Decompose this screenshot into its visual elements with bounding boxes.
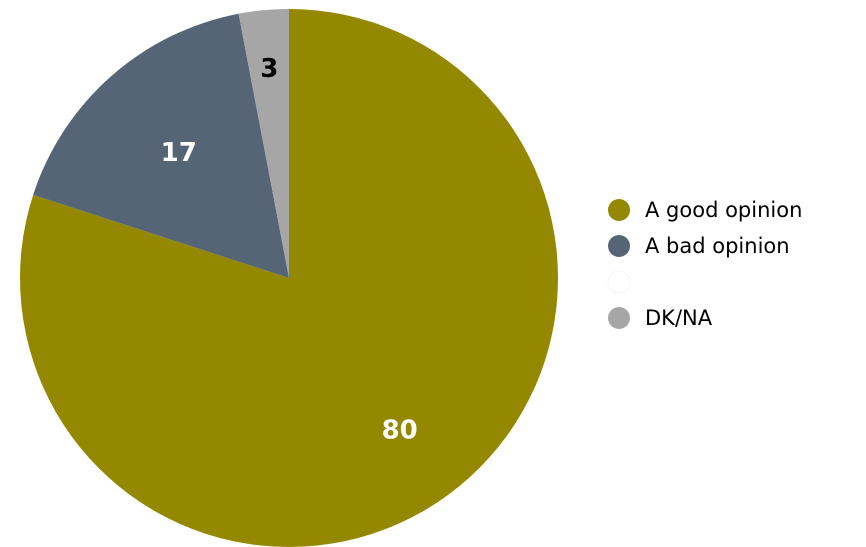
legend-item-a-bad-opinion: A bad opinion [608,234,790,258]
pie-slice-a-good-opinion [20,9,558,547]
legend-label-a-good-opinion: A good opinion [645,198,802,222]
legend-marker-blank [607,270,631,294]
pie-data-labels: 80 17 3 [161,54,418,445]
legend-marker-a-good-opinion [608,199,630,221]
legend-marker-a-bad-opinion [608,235,630,257]
data-label-a-good-opinion: 80 [382,415,418,445]
legend-item-dk-na: DK/NA [608,306,713,330]
pie-slice-a-bad-opinion [33,13,289,278]
pie-slice-dk-na [238,9,289,278]
legend-item-a-good-opinion: A good opinion [608,198,802,222]
legend-item-blank [607,270,631,294]
data-label-dk-na: 3 [260,54,278,84]
legend-label-dk-na: DK/NA [645,306,713,330]
legend-label-a-bad-opinion: A bad opinion [645,234,790,258]
data-label-a-bad-opinion: 17 [161,138,197,168]
pie-slices [20,9,558,547]
legend-marker-dk-na [608,307,630,329]
legend: A good opinion A bad opinion DK/NA [607,198,802,330]
